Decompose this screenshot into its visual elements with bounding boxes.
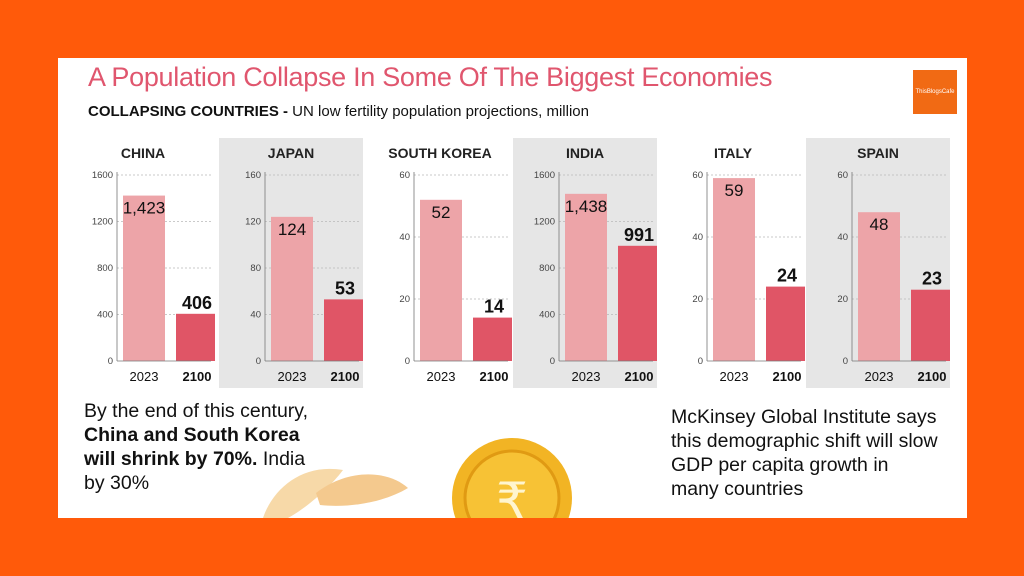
value-label: 59 bbox=[725, 181, 744, 200]
y-tick-label: 20 bbox=[837, 294, 848, 305]
y-tick-label: 0 bbox=[698, 356, 703, 367]
bar-2100 bbox=[618, 245, 657, 361]
category-label: 2023 bbox=[720, 369, 749, 384]
rupee-coin-icon: ₹ bbox=[452, 438, 572, 518]
y-tick-label: 800 bbox=[97, 263, 113, 274]
value-label: 1,423 bbox=[123, 199, 166, 218]
y-tick-label: 40 bbox=[837, 232, 848, 243]
value-label: 124 bbox=[278, 220, 306, 239]
chart-title: CHINA bbox=[121, 145, 165, 161]
value-label: 48 bbox=[870, 215, 889, 234]
chart-panel-spain: SPAIN 0 20 40 60 48 2023 23 2100 bbox=[806, 138, 950, 388]
chart-italy: ITALY 0 20 40 60 59 2023 24 2100 bbox=[692, 145, 805, 384]
y-tick-label: 20 bbox=[692, 294, 703, 305]
chart-title: INDIA bbox=[566, 145, 604, 161]
category-label: 2100 bbox=[183, 369, 212, 384]
category-label: 2100 bbox=[773, 369, 802, 384]
bar-2023 bbox=[713, 178, 755, 361]
chart-title: SPAIN bbox=[857, 145, 899, 161]
y-tick-label: 60 bbox=[399, 170, 410, 181]
value-label: 406 bbox=[182, 293, 212, 313]
y-tick-label: 0 bbox=[405, 356, 410, 367]
infographic-card: ₹ A Population Collapse In Some Of The B… bbox=[58, 58, 967, 518]
category-label: 2100 bbox=[331, 369, 360, 384]
category-label: 2023 bbox=[865, 369, 894, 384]
value-label: 23 bbox=[922, 269, 942, 289]
chart-panel-china: CHINA 0 400 800 1200 1600 1,423 2023 406 2100 bbox=[71, 138, 215, 388]
chart-panel-india: INDIA 0 400 800 1200 1600 1,438 2023 991 2100 bbox=[513, 138, 657, 388]
chart-subtitle: COLLAPSING COUNTRIES - UN low fertility … bbox=[88, 103, 589, 120]
chart-panel-italy: ITALY 0 20 40 60 59 2023 24 2100 bbox=[661, 138, 805, 388]
bar-2023 bbox=[271, 216, 313, 361]
category-label: 2100 bbox=[625, 369, 654, 384]
chart-india: INDIA 0 400 800 1200 1600 1,438 2023 991 2100 bbox=[534, 145, 657, 384]
chart-japan: JAPAN 0 40 80 120 160 124 2023 53 2100 bbox=[245, 145, 363, 384]
chart-title: JAPAN bbox=[268, 145, 314, 161]
bar-2100 bbox=[176, 313, 215, 361]
value-label: 14 bbox=[484, 297, 504, 317]
chart-panel-south-korea: SOUTH KOREA 0 20 40 60 52 2023 14 2100 bbox=[368, 138, 512, 388]
chart-spain: SPAIN 0 20 40 60 48 2023 23 2100 bbox=[837, 145, 950, 384]
category-label: 2023 bbox=[572, 369, 601, 384]
y-tick-label: 1600 bbox=[92, 170, 113, 181]
category-label: 2023 bbox=[130, 369, 159, 384]
y-tick-label: 80 bbox=[250, 263, 261, 274]
chart-title: ITALY bbox=[714, 145, 753, 161]
chart-china: CHINA 0 400 800 1200 1600 1,423 2023 406 2100 bbox=[92, 145, 215, 384]
y-tick-label: 1600 bbox=[534, 170, 555, 181]
bar-2023 bbox=[858, 212, 900, 361]
category-label: 2023 bbox=[278, 369, 307, 384]
leaf-icon bbox=[263, 468, 408, 518]
category-label: 2023 bbox=[427, 369, 456, 384]
chart-south-korea: SOUTH KOREA 0 20 40 60 52 2023 14 2100 bbox=[388, 145, 512, 384]
page-title: A Population Collapse In Some Of The Big… bbox=[88, 62, 773, 92]
category-label: 2100 bbox=[918, 369, 947, 384]
note-right: McKinsey Global Institute says this demo… bbox=[671, 406, 938, 500]
y-tick-label: 60 bbox=[692, 170, 703, 181]
bar-2100 bbox=[324, 299, 363, 361]
y-tick-label: 120 bbox=[245, 217, 261, 228]
y-tick-label: 40 bbox=[399, 232, 410, 243]
svg-text:₹: ₹ bbox=[496, 472, 528, 518]
value-label: 1,438 bbox=[565, 197, 608, 216]
y-tick-label: 400 bbox=[97, 310, 113, 321]
decorative-background: ₹ bbox=[263, 438, 572, 518]
chart-title: SOUTH KOREA bbox=[388, 145, 491, 161]
bar-2100 bbox=[766, 286, 805, 361]
value-label: 24 bbox=[777, 266, 797, 286]
y-tick-label: 20 bbox=[399, 294, 410, 305]
y-tick-label: 40 bbox=[692, 232, 703, 243]
y-tick-label: 160 bbox=[245, 170, 261, 181]
value-label: 53 bbox=[335, 278, 355, 298]
y-tick-label: 0 bbox=[550, 356, 555, 367]
y-tick-label: 1200 bbox=[534, 217, 555, 228]
value-label: 991 bbox=[624, 225, 654, 245]
brand-logo: ThisBlogsCafe bbox=[913, 70, 957, 114]
bar-2023 bbox=[420, 199, 462, 361]
value-label: 52 bbox=[432, 203, 451, 222]
note-left: By the end of this century, China and So… bbox=[84, 400, 309, 494]
y-tick-label: 800 bbox=[539, 263, 555, 274]
y-tick-label: 1200 bbox=[92, 217, 113, 228]
bar-2100 bbox=[473, 317, 512, 361]
bar-2100 bbox=[911, 289, 950, 361]
y-tick-label: 60 bbox=[837, 170, 848, 181]
bar-2023 bbox=[565, 193, 607, 361]
category-label: 2100 bbox=[480, 369, 509, 384]
y-tick-label: 400 bbox=[539, 310, 555, 321]
bar-2023 bbox=[123, 195, 165, 361]
y-tick-label: 0 bbox=[256, 356, 261, 367]
y-tick-label: 0 bbox=[843, 356, 848, 367]
chart-panel-japan: JAPAN 0 40 80 120 160 124 2023 53 2100 bbox=[219, 138, 363, 388]
y-tick-label: 0 bbox=[108, 356, 113, 367]
y-tick-label: 40 bbox=[250, 310, 261, 321]
